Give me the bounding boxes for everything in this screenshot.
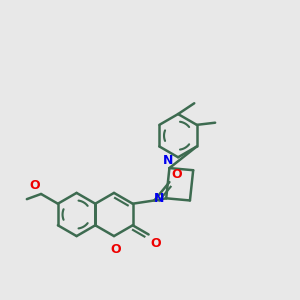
Text: O: O xyxy=(29,178,40,192)
Text: N: N xyxy=(163,154,173,166)
Text: O: O xyxy=(171,168,181,181)
Text: O: O xyxy=(110,243,121,256)
Text: O: O xyxy=(150,238,161,250)
Text: N: N xyxy=(153,192,164,205)
